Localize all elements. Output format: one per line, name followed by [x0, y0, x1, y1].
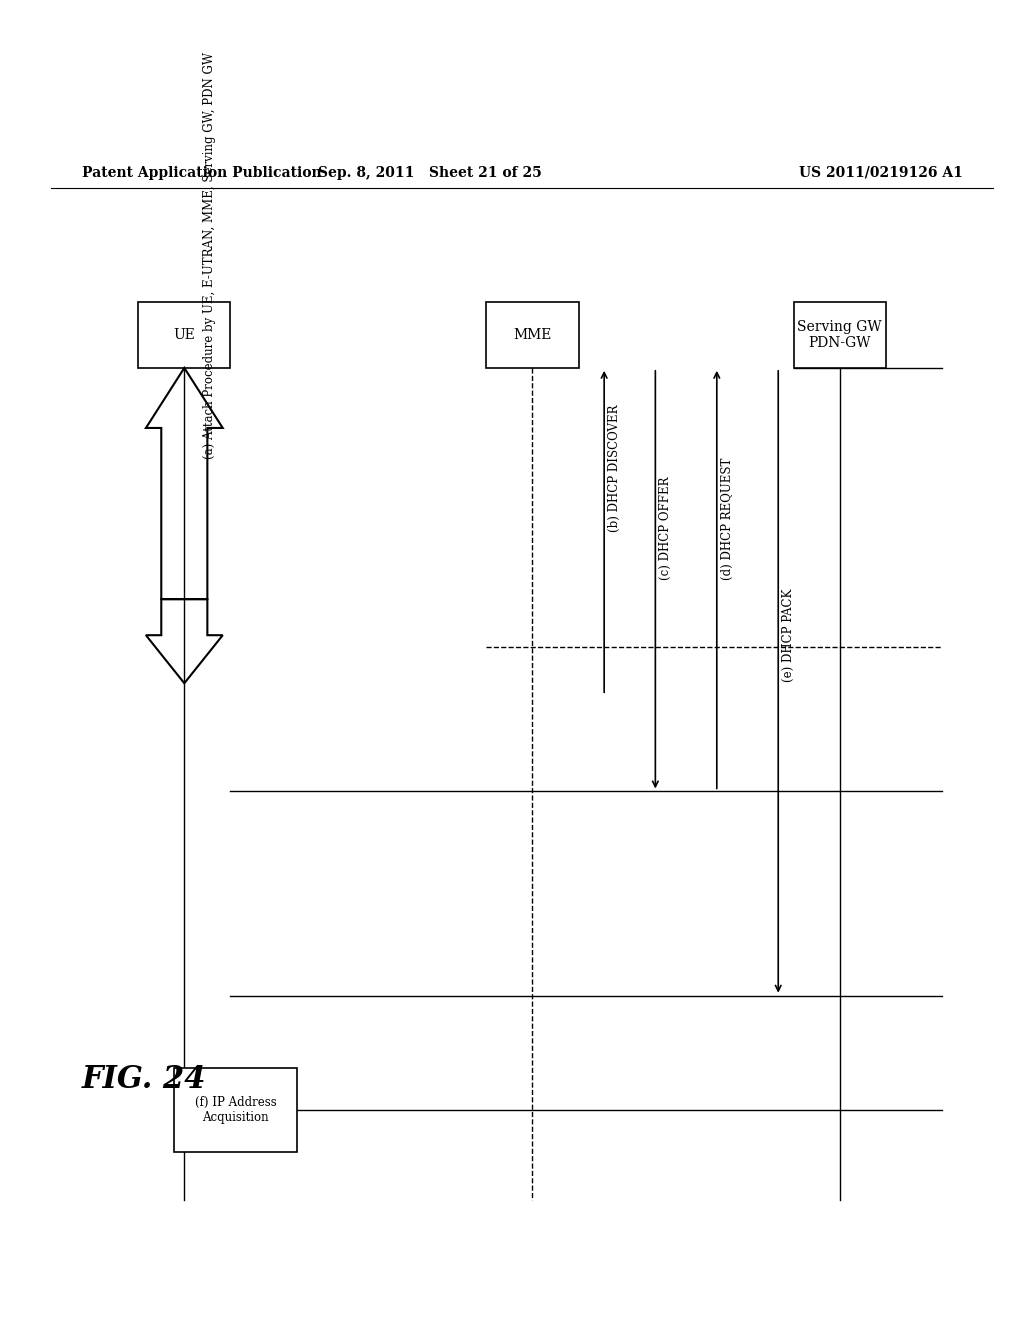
Text: Patent Application Publication: Patent Application Publication	[82, 165, 322, 180]
FancyBboxPatch shape	[138, 302, 230, 368]
FancyBboxPatch shape	[174, 1068, 297, 1152]
Text: UE: UE	[173, 327, 196, 342]
Text: (c) DHCP OFFER: (c) DHCP OFFER	[659, 477, 672, 579]
Text: (a) Attach Procedure by UE, E-UTRAN, MME, Serving GW, PDN GW: (a) Attach Procedure by UE, E-UTRAN, MME…	[204, 53, 216, 459]
Text: Serving GW
PDN-GW: Serving GW PDN-GW	[798, 319, 882, 350]
FancyBboxPatch shape	[486, 302, 579, 368]
Text: MME: MME	[513, 327, 552, 342]
FancyBboxPatch shape	[794, 302, 886, 368]
Text: (b) DHCP DISCOVER: (b) DHCP DISCOVER	[608, 404, 621, 532]
Text: FIG. 24: FIG. 24	[82, 1064, 207, 1096]
Text: (e) DHCP PACK: (e) DHCP PACK	[782, 589, 795, 681]
Text: (d) DHCP REQUEST: (d) DHCP REQUEST	[721, 457, 733, 579]
Text: Sep. 8, 2011   Sheet 21 of 25: Sep. 8, 2011 Sheet 21 of 25	[318, 165, 542, 180]
Text: US 2011/0219126 A1: US 2011/0219126 A1	[799, 165, 963, 180]
Text: (f) IP Address
Acquisition: (f) IP Address Acquisition	[195, 1096, 276, 1123]
